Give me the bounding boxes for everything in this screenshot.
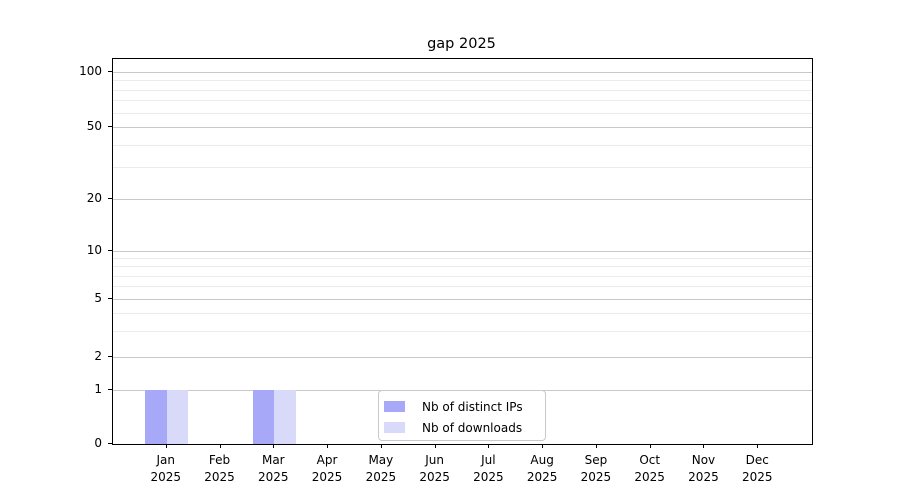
gridline-minor	[113, 275, 812, 277]
gridline-major	[113, 72, 812, 73]
x-tick-label: Oct 2025	[622, 452, 678, 486]
legend: Nb of distinct IPs Nb of downloads	[378, 390, 546, 441]
x-tick-month: Sep	[584, 453, 608, 467]
gridline-major	[113, 299, 812, 300]
x-tick-mark	[757, 444, 759, 448]
x-tick-year: 2025	[365, 470, 397, 484]
x-tick-mark	[165, 444, 167, 448]
y-tick-mark	[108, 298, 112, 299]
x-tick-label: Feb 2025	[192, 452, 248, 486]
legend-swatch-downloads	[384, 422, 405, 433]
x-tick-label: Nov 2025	[675, 452, 731, 486]
x-tick-month: May	[368, 453, 394, 467]
x-tick-year: 2025	[311, 470, 343, 484]
y-tick-label: 1	[94, 382, 102, 396]
bar-jan-s0	[145, 390, 167, 444]
x-tick-year: 2025	[634, 470, 665, 484]
bar-mar-s1	[274, 390, 296, 444]
x-tick-year: 2025	[473, 470, 504, 484]
gridline-minor	[113, 286, 812, 288]
legend-label-distinct-ips: Nb of distinct IPs	[422, 399, 523, 414]
legend-item-distinct-ips: Nb of distinct IPs	[384, 396, 539, 417]
x-tick-month: Mar	[261, 453, 285, 467]
x-tick-label: Jun 2025	[407, 452, 463, 486]
x-tick-mark	[703, 444, 705, 448]
x-tick-year: 2025	[526, 470, 558, 484]
x-tick-month: Dec	[745, 453, 769, 467]
y-tick-mark	[108, 126, 112, 127]
x-tick-year: 2025	[204, 470, 235, 484]
x-tick-year: 2025	[258, 470, 289, 484]
legend-swatch-distinct-ips	[384, 401, 405, 412]
x-tick-year: 2025	[741, 470, 773, 484]
x-tick-mark	[595, 444, 597, 448]
x-tick-year: 2025	[580, 470, 612, 484]
gridline-minor	[113, 167, 812, 169]
gridline-minor	[113, 313, 812, 315]
x-tick-month: Aug	[530, 453, 554, 467]
y-tick-label: 5	[94, 291, 102, 305]
y-tick-mark	[108, 356, 112, 357]
x-tick-month: Jan	[156, 453, 176, 467]
x-tick-year: 2025	[688, 470, 719, 484]
x-tick-label: Apr 2025	[299, 452, 355, 486]
y-tick-label: 10	[86, 243, 102, 257]
x-tick-mark	[380, 444, 382, 448]
gridline-major	[113, 199, 812, 200]
y-tick-mark	[108, 250, 112, 251]
x-tick-mark	[327, 444, 329, 448]
x-tick-label: Jul 2025	[460, 452, 516, 486]
y-tick-label: 0	[94, 436, 102, 450]
bar-mar-s0	[252, 390, 275, 444]
y-tick-label: 20	[86, 191, 102, 205]
gridline-major	[113, 251, 812, 252]
legend-label-downloads: Nb of downloads	[422, 420, 523, 435]
x-tick-mark	[219, 444, 221, 448]
y-tick-mark	[108, 71, 112, 72]
x-tick-mark	[488, 444, 490, 448]
x-tick-mark	[542, 444, 544, 448]
x-tick-month: Feb	[208, 453, 231, 467]
plot-area	[112, 58, 813, 445]
gridline-minor	[113, 89, 812, 91]
y-tick-label: 50	[86, 119, 102, 133]
y-tick-label: 2	[94, 349, 102, 363]
x-tick-year: 2025	[419, 470, 450, 484]
y-tick-mark	[108, 443, 112, 444]
gridline-minor	[113, 266, 812, 268]
x-tick-month: Jul	[481, 453, 496, 467]
y-tick-mark	[108, 198, 112, 199]
x-tick-year: 2025	[150, 470, 182, 484]
gridline-minor	[113, 144, 812, 146]
x-tick-label: Jan 2025	[138, 452, 194, 486]
x-tick-month: Nov	[691, 453, 716, 467]
chart-title: gap 2025	[427, 36, 496, 52]
x-tick-label: Dec 2025	[729, 452, 785, 486]
x-tick-month: Oct	[639, 453, 661, 467]
gridline-minor	[113, 112, 812, 114]
x-tick-mark	[649, 444, 651, 448]
gridline-major	[113, 357, 812, 358]
gridline-major	[113, 127, 812, 128]
x-tick-month: Jun	[425, 453, 444, 467]
y-tick-label: 100	[79, 64, 102, 78]
x-tick-label: Aug 2025	[514, 452, 570, 486]
x-tick-mark	[434, 444, 436, 448]
x-tick-label: Sep 2025	[568, 452, 624, 486]
gridline-minor	[113, 258, 812, 260]
gridline-minor	[113, 100, 812, 102]
legend-item-downloads: Nb of downloads	[384, 417, 539, 438]
bar-jan-s1	[166, 390, 189, 444]
y-tick-mark	[108, 389, 112, 390]
gridline-minor	[113, 331, 812, 333]
gridline-minor	[113, 80, 812, 82]
x-tick-mark	[273, 444, 275, 448]
x-tick-month: Apr	[316, 453, 338, 467]
x-tick-label: Mar 2025	[245, 452, 301, 486]
x-tick-label: May 2025	[353, 452, 409, 486]
